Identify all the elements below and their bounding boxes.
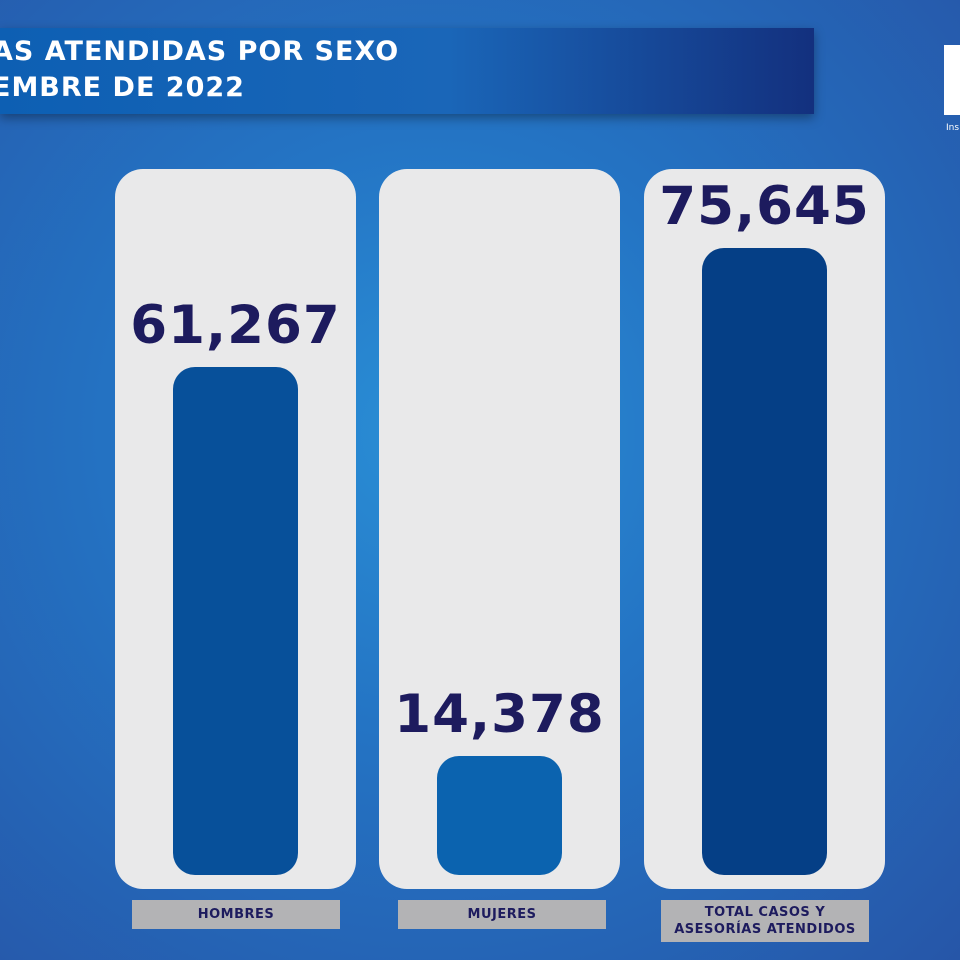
category-label: MUJERES [398, 900, 606, 929]
chart-title-line-2: EMBRE DE 2022 [0, 72, 245, 103]
title-banner: AS ATENDIDAS POR SEXO EMBRE DE 2022 [0, 28, 814, 114]
category-label: TOTAL CASOS Y ASESORÍAS ATENDIDOS [661, 900, 869, 942]
data-label: 14,378 [394, 684, 605, 745]
institution-logo [944, 45, 960, 115]
data-label: 75,645 [659, 176, 870, 237]
bar [702, 248, 827, 875]
logo-caption: Ins [946, 123, 960, 133]
bar [437, 756, 562, 875]
bar [173, 367, 298, 875]
category-label: HOMBRES [132, 900, 340, 929]
chart-title-line-1: AS ATENDIDAS POR SEXO [0, 36, 400, 67]
data-label: 61,267 [130, 295, 341, 356]
